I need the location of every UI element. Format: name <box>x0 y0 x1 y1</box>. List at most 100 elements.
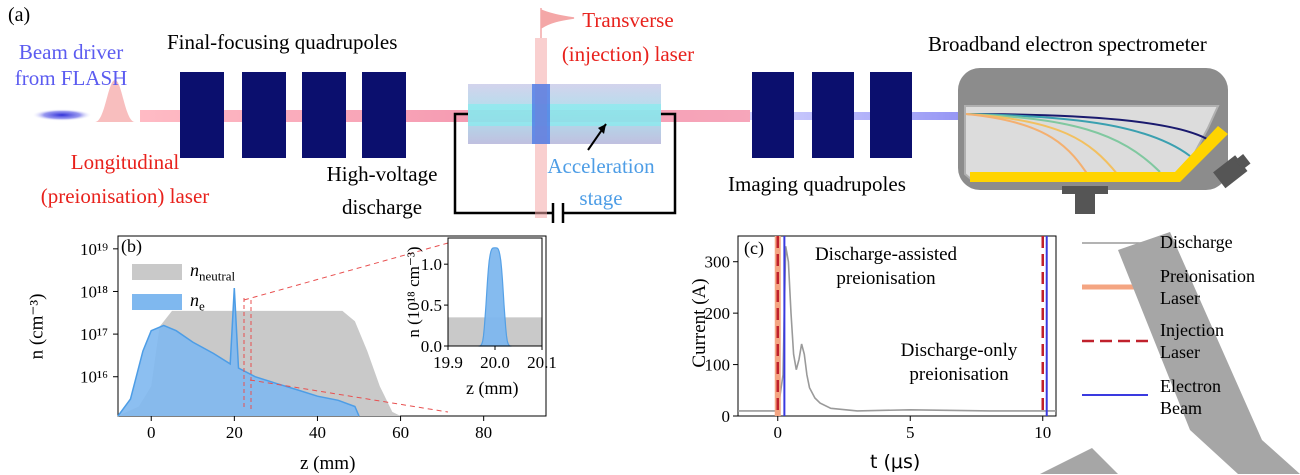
inset-y-tick-label: 1.0 <box>421 255 442 274</box>
inset-plot-area <box>448 247 542 347</box>
imaging-label: Imaging quadrupoles <box>728 172 906 196</box>
b-x-tick-label: 20 <box>226 423 243 442</box>
c-x-tick-label: 10 <box>1034 423 1051 442</box>
scintillator-screen <box>970 126 1228 182</box>
zoom-line-2 <box>249 379 449 413</box>
annot-assisted-1: Discharge-assisted <box>814 244 958 265</box>
c-y-tick-label: 0 <box>722 407 731 426</box>
overlay-arrow-shape <box>1118 232 1300 474</box>
panel-c-tag: (c) <box>744 238 764 258</box>
transverse-label-1: Transverse <box>582 8 674 32</box>
inset-y-tick-label: 0.0 <box>421 337 442 356</box>
b-y-tick-label: 10¹⁷ <box>80 325 108 344</box>
ne-outline <box>117 288 360 417</box>
c-x-tick-label: 5 <box>906 423 915 442</box>
b-x-tick-label: 80 <box>475 423 492 442</box>
inset-ne-area <box>478 247 512 347</box>
annot-only-1: Discharge-only <box>900 340 1018 361</box>
high-voltage-label-2: discharge <box>341 195 423 219</box>
area-n-e <box>118 288 360 416</box>
stage-arrow-head <box>598 124 606 134</box>
annot-assisted-2: preionisation <box>836 268 936 289</box>
annot-only-2: preionisation <box>909 364 1009 385</box>
beam-driver-label-2: from FLASH <box>14 66 128 90</box>
camera-bottom-icon <box>1075 188 1095 214</box>
imaging-quadrupole-2 <box>812 72 854 158</box>
legend-label-discharge: Discharge <box>1160 232 1233 252</box>
plot-b-area <box>117 288 401 417</box>
trajectory-4 <box>965 113 1119 176</box>
b-x-tick-label: 60 <box>392 423 409 442</box>
c-y-tick-label: 300 <box>705 253 731 272</box>
c-x-tick-label: 0 <box>774 423 783 442</box>
panel-b-tag: (b) <box>121 236 142 256</box>
b-y-tick-label: 10¹⁸ <box>80 282 108 301</box>
b-y-tick-label: 10¹⁶ <box>80 368 108 387</box>
legend-label-preionisation-2: Laser <box>1160 288 1200 308</box>
laser-pulse-icon <box>95 80 135 122</box>
plot-b-xlabel: z (mm) <box>300 453 356 474</box>
plot-c-xlabel: t (μs) <box>870 451 921 473</box>
quadrupole-1 <box>180 72 224 158</box>
b-x-tick-label: 40 <box>309 423 326 442</box>
quadrupole-2 <box>242 72 286 158</box>
transverse-laser-pulse-icon <box>540 8 575 38</box>
legend-label-neutral: nneutral <box>190 260 236 284</box>
plot-b-y-ticks: 10¹⁶ 10¹⁷ 10¹⁸ 10¹⁹ <box>80 240 118 387</box>
driver-bunch-icon <box>32 109 92 121</box>
panel-a-tag: (a) <box>8 4 31 26</box>
overlay-arrow-shape-2 <box>1040 448 1118 474</box>
plot-b-ylabel: n (cm⁻³) <box>26 293 48 360</box>
acceleration-label-1: Acceleration <box>547 154 655 178</box>
legend-label-injection-2: Laser <box>1160 342 1200 362</box>
longitudinal-label-1: Longitudinal <box>70 150 180 174</box>
camera-bottom-lens <box>1062 186 1108 194</box>
final-focusing-label: Final-focusing quadrupoles <box>167 30 398 54</box>
camera-side-icon <box>1213 154 1251 189</box>
discharge-circuit <box>453 112 677 215</box>
panel-b: 0 20 40 60 80 10¹⁶ 10¹⁷ 10¹⁸ 10¹⁹ 19.9 20.0 20.1 0… <box>80 235 557 442</box>
c-y-tick-label: 200 <box>705 304 731 323</box>
discharge-trace <box>738 246 1056 412</box>
inset-xlabel: z (mm) <box>466 378 519 398</box>
beam-driver-label-1: Beam driver <box>18 40 124 64</box>
plot-c-area <box>738 236 1056 416</box>
electron-beam-line <box>750 112 965 120</box>
legend-label-electron-1: Electron <box>1160 376 1221 396</box>
b-x-tick-label: 0 <box>147 423 156 442</box>
spectrometer-label: Broadband electron spectrometer <box>928 32 1207 56</box>
inset-x-tick-label: 20.1 <box>527 353 557 372</box>
b-y-tick-label: 10¹⁹ <box>80 240 108 259</box>
trajectory-5 <box>965 113 1091 179</box>
trajectory-3 <box>965 113 1161 173</box>
imaging-quadrupole-1 <box>752 72 794 158</box>
inset-x-tick-label: 19.9 <box>433 353 463 372</box>
quadrupole-3 <box>302 72 346 158</box>
plasma-channel <box>468 104 661 126</box>
legend-label-electron-2: Beam <box>1160 398 1202 418</box>
trajectory-2 <box>965 113 1191 157</box>
plot-c-ylabel: Current (A) <box>689 278 710 368</box>
longitudinal-label-2: (preionisation) laser <box>40 184 210 208</box>
quadrupole-4 <box>362 72 406 158</box>
high-voltage-label-1: High-voltage <box>326 162 438 186</box>
inset-y-tick-label: 0.5 <box>421 296 442 315</box>
plot-b-x-ticks: 0 20 40 60 80 <box>147 416 492 442</box>
legend-swatch-neutral <box>132 264 182 280</box>
c-y-tick-label: 100 <box>705 356 731 375</box>
inset-ticks: 19.9 20.0 20.1 0.0 0.5 1.0 <box>421 255 557 372</box>
panel-a <box>32 8 1251 223</box>
inset-ylabel: n (10¹⁸ cm⁻³) <box>404 246 423 338</box>
legend-label-ne: ne <box>190 290 205 314</box>
legend-label-injection-1: Injection <box>1160 320 1224 340</box>
legend-label-preionisation-1: Preionisation <box>1160 266 1255 286</box>
imaging-quadrupole-3 <box>870 72 912 158</box>
injection-region <box>532 84 550 144</box>
acceleration-label-2: stage <box>579 186 623 210</box>
legend-swatch-ne <box>132 294 182 310</box>
inset-x-tick-label: 20.0 <box>480 353 510 372</box>
plot-c-frame <box>737 235 1057 417</box>
